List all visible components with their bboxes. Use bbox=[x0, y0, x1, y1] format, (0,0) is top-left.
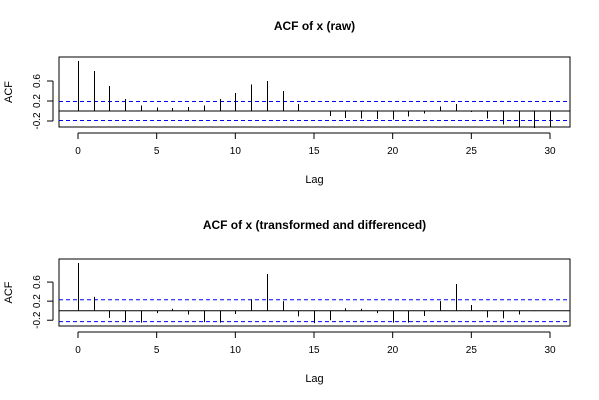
x-axis-label: Lag bbox=[305, 373, 323, 385]
plot-frame bbox=[58, 56, 571, 128]
plot-frame bbox=[58, 258, 571, 327]
x-tick-label: 30 bbox=[544, 345, 556, 356]
acf-panel-2: ACF of x (transformed and differenced) La… bbox=[3, 218, 571, 385]
y-tick-label: -0.2 bbox=[32, 311, 43, 329]
y-tick-label: 0.2 bbox=[32, 94, 43, 108]
y-axis-label: ACF bbox=[3, 81, 15, 103]
x-tick-label: 10 bbox=[230, 345, 242, 356]
x-tick-label: 5 bbox=[154, 345, 160, 356]
x-tick-label: 5 bbox=[154, 146, 160, 157]
acf-panel-1: ACF of x (raw) Lag ACF 0 5 10 15 20 25 30 -0.2 0.2 0… bbox=[3, 19, 571, 186]
x-axis-label: Lag bbox=[305, 174, 323, 186]
y-tick-label: -0.2 bbox=[32, 112, 43, 130]
x-tick-label: 0 bbox=[75, 345, 81, 356]
y-tick-label: 0.6 bbox=[32, 74, 43, 88]
x-tick-label: 20 bbox=[387, 345, 399, 356]
x-tick-label: 0 bbox=[75, 146, 81, 157]
x-tick-label: 10 bbox=[230, 146, 242, 157]
x-tick-label: 25 bbox=[466, 345, 478, 356]
x-tick-label: 25 bbox=[466, 146, 478, 157]
chart-title: ACF of x (transformed and differenced) bbox=[203, 218, 426, 232]
x-tick-label: 20 bbox=[387, 146, 399, 157]
chart-title: ACF of x (raw) bbox=[274, 19, 355, 33]
x-tick-label: 30 bbox=[544, 146, 556, 157]
y-tick-label: 0.6 bbox=[32, 275, 43, 289]
y-tick-label: 0.2 bbox=[32, 294, 43, 308]
x-tick-label: 15 bbox=[308, 146, 320, 157]
x-tick-label: 15 bbox=[308, 345, 320, 356]
y-axis-label: ACF bbox=[3, 281, 15, 303]
